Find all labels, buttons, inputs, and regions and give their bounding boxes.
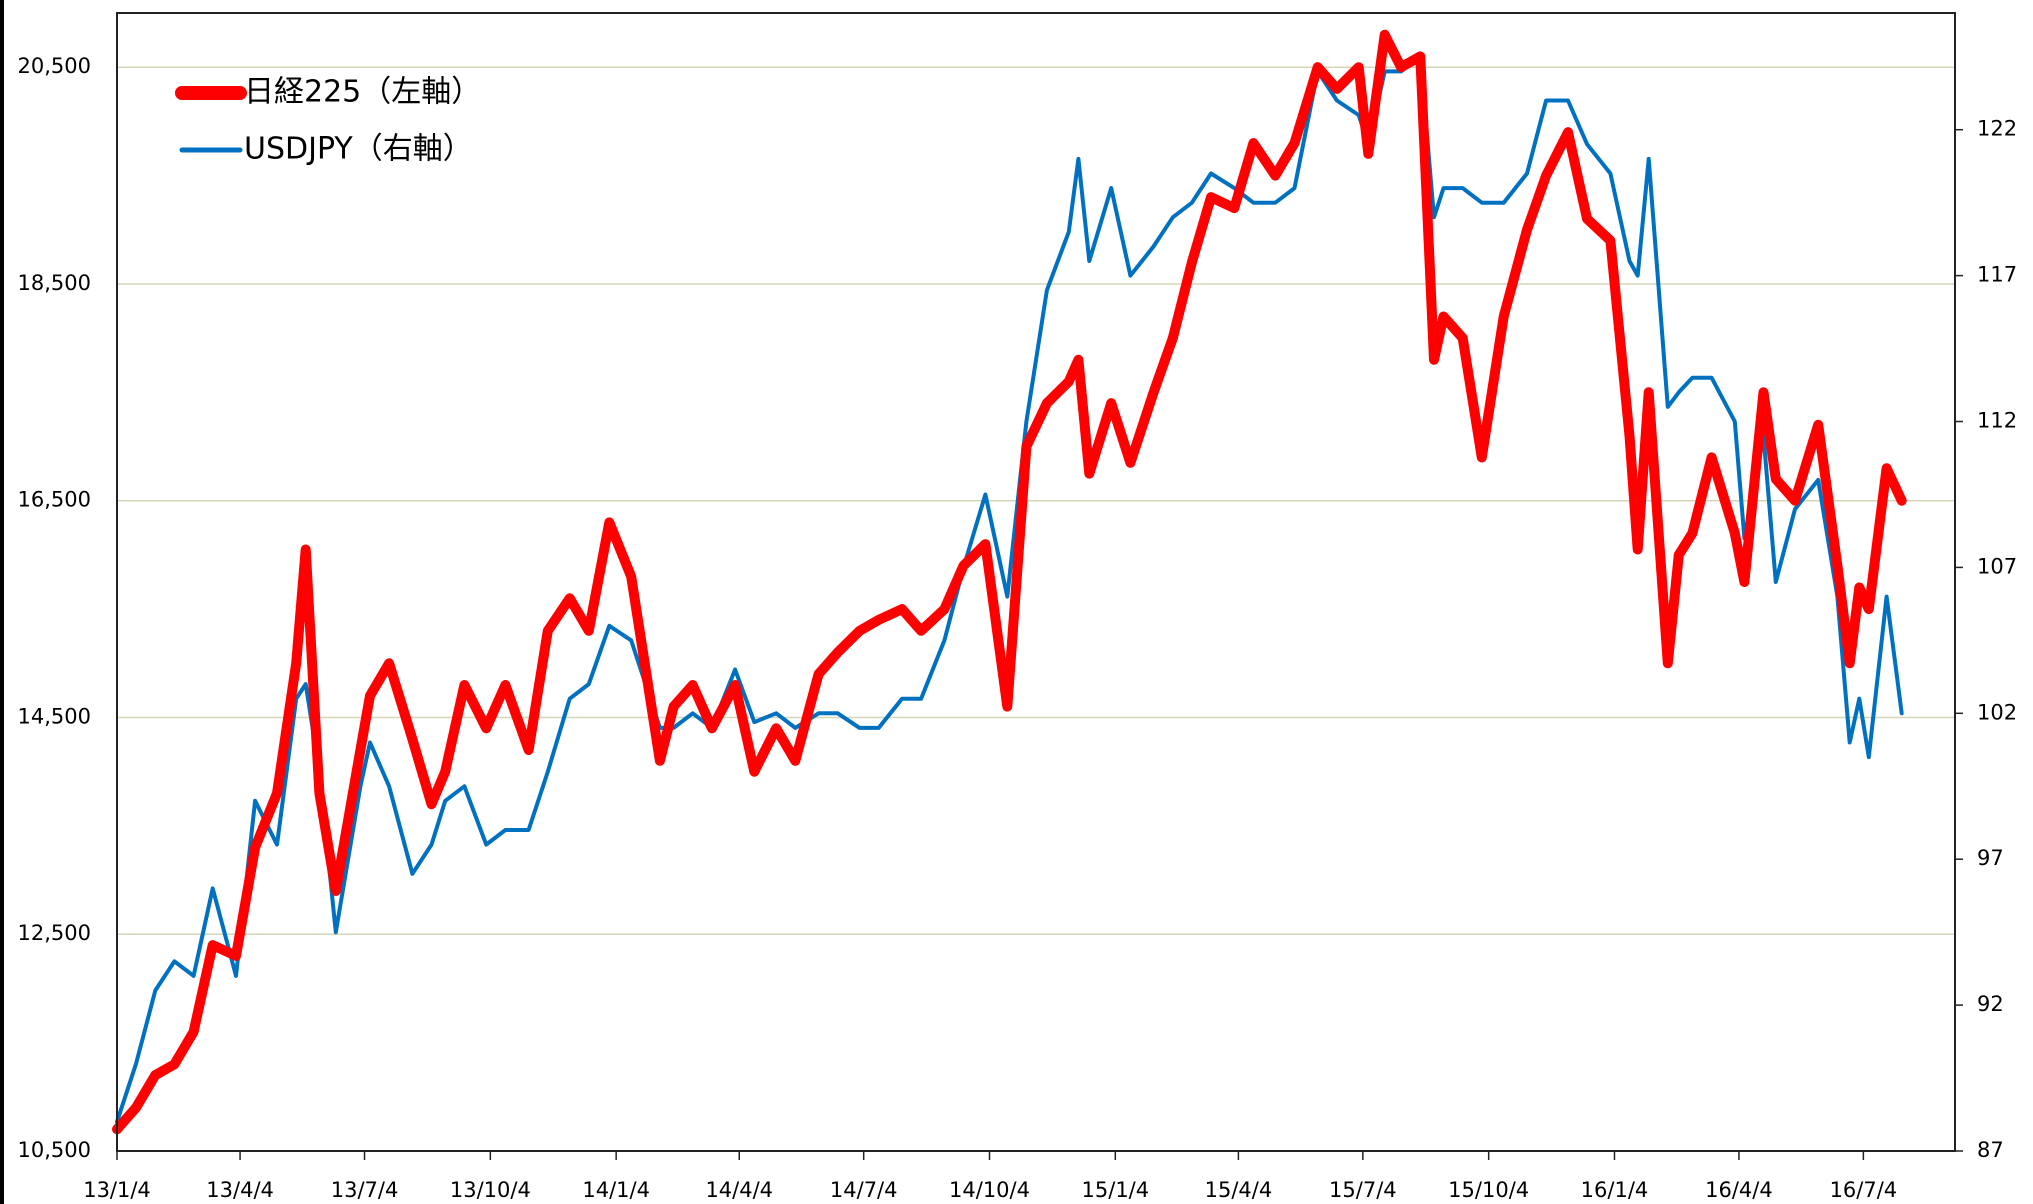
x-tick-label: 16/7/4 bbox=[1830, 1178, 1898, 1202]
x-tick-label: 15/1/4 bbox=[1082, 1178, 1150, 1202]
y2-tick-label: 117 bbox=[1977, 263, 2017, 287]
x-tick-label: 13/10/4 bbox=[450, 1178, 531, 1202]
x-tick-label: 14/1/4 bbox=[582, 1178, 650, 1202]
y-tick-label: 10,500 bbox=[18, 1138, 91, 1162]
x-tick-label: 15/7/4 bbox=[1329, 1178, 1397, 1202]
y-tick-label: 18,500 bbox=[18, 271, 91, 295]
legend-label: USDJPY（右軸） bbox=[244, 132, 473, 167]
plot-frame bbox=[116, 12, 1956, 1152]
y2-tick-label: 97 bbox=[1977, 846, 2004, 870]
y2-tick-label: 122 bbox=[1977, 117, 2017, 141]
y2-tick-label: 92 bbox=[1977, 992, 2004, 1016]
x-tick-label: 16/1/4 bbox=[1581, 1178, 1649, 1202]
y-tick-label: 14,500 bbox=[18, 704, 91, 728]
legend: 日経225（左軸） USDJPY（右軸） bbox=[175, 75, 481, 167]
series-line bbox=[112, 29, 1907, 1135]
y2-tick-label: 102 bbox=[1977, 700, 2017, 724]
series-line bbox=[115, 54, 1904, 1124]
x-tick-label: 16/4/4 bbox=[1705, 1178, 1773, 1202]
y-tick-label: 20,500 bbox=[18, 54, 91, 78]
y2-tick-label: 112 bbox=[1977, 409, 2017, 433]
y-tick-label: 16,500 bbox=[18, 488, 91, 512]
x-tick-label: 15/10/4 bbox=[1448, 1178, 1529, 1202]
x-tick-label: 13/4/4 bbox=[206, 1178, 274, 1202]
y2-tick-label: 107 bbox=[1977, 554, 2017, 578]
y2-tick-label: 87 bbox=[1977, 1138, 2004, 1162]
legend-label: 日経225（左軸） bbox=[244, 75, 481, 110]
y-tick-label: 12,500 bbox=[18, 921, 91, 945]
x-tick-label: 14/10/4 bbox=[949, 1178, 1030, 1202]
axes: 10,500 12,500 14,500 16,500 18,500 20,500 87 92… bbox=[18, 54, 2018, 1202]
plot bbox=[112, 29, 1907, 1135]
x-tick-label: 14/7/4 bbox=[830, 1178, 898, 1202]
x-tick-label: 13/7/4 bbox=[331, 1178, 399, 1202]
x-tick-label: 14/4/4 bbox=[705, 1178, 773, 1202]
x-tick-label: 13/1/4 bbox=[83, 1178, 151, 1202]
x-tick-label: 15/4/4 bbox=[1205, 1178, 1273, 1202]
window-edge bbox=[0, 0, 4, 1204]
